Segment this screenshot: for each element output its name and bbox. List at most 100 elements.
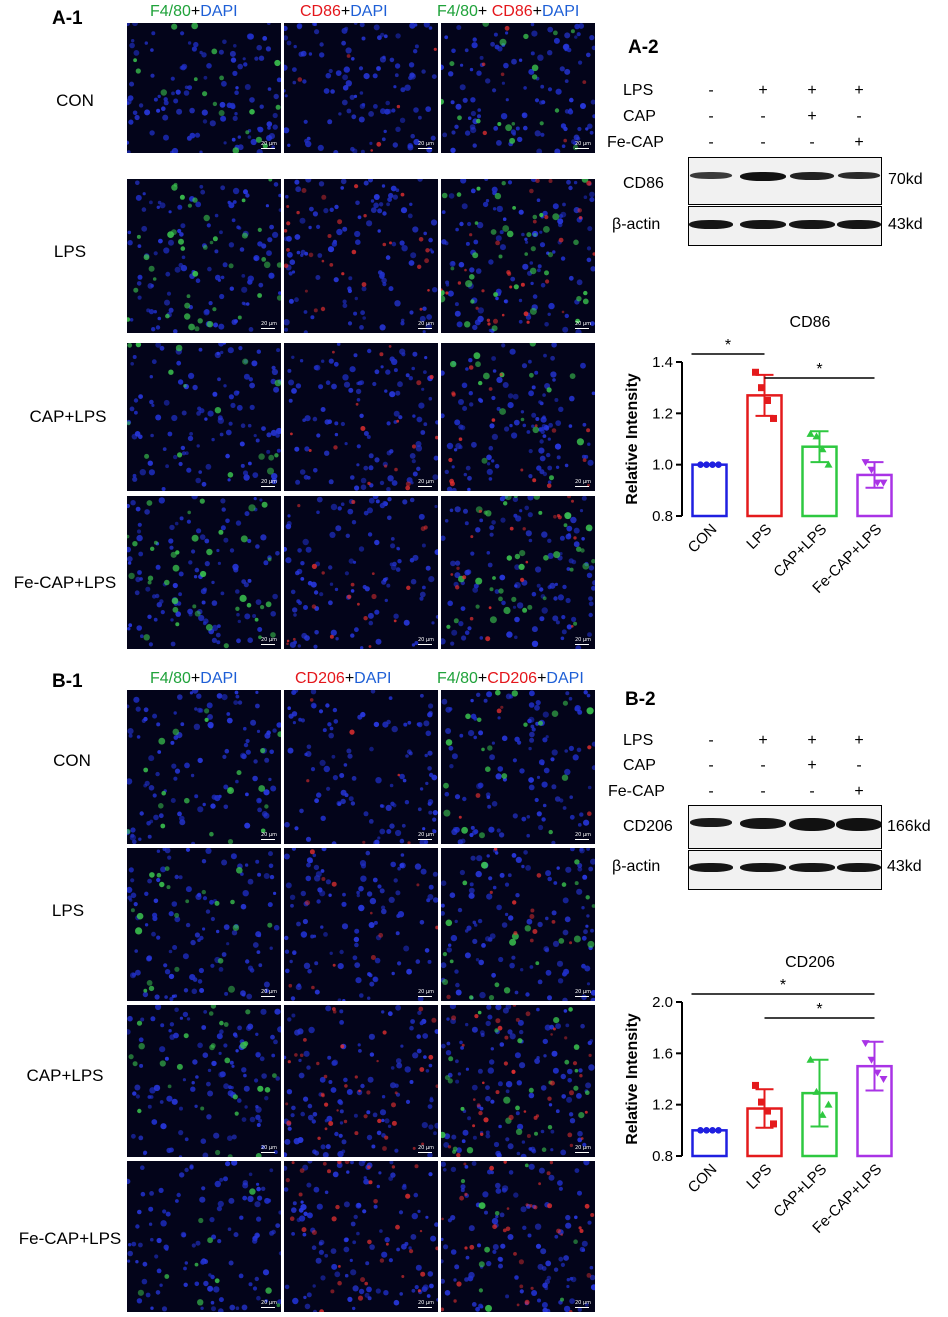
micrograph-tile: 20 μm xyxy=(441,343,595,491)
blot-label-actin-b: β-actin xyxy=(612,858,661,875)
significance-star: * xyxy=(816,1001,822,1018)
scale-bar xyxy=(575,839,589,840)
data-point xyxy=(764,397,771,404)
treatment-label-fe-cap: Fe-CAP xyxy=(607,134,664,151)
scale-bar-label: 20 μm xyxy=(417,832,434,838)
scale-bar xyxy=(261,1307,275,1308)
header-part: CD206 xyxy=(295,670,345,687)
scale-bar-label: 20 μm xyxy=(417,637,434,643)
bar-chart-cd206: CD206 0.8 1.2 1.6 2.0 Relative Intensity CON LP… xyxy=(624,954,893,1237)
data-point xyxy=(873,479,882,487)
data-point xyxy=(818,445,827,453)
scale-bar xyxy=(261,486,275,487)
micrograph-tile: 20 μm xyxy=(441,1161,595,1312)
blot-kd-70: 70kd xyxy=(888,171,923,188)
treatment-label-cap: CAP xyxy=(623,108,656,125)
scale-bar-label: 20 μm xyxy=(417,1145,434,1151)
significance-star: * xyxy=(725,337,731,354)
micrograph-tile: 20 μm xyxy=(441,1005,595,1157)
panel-label-a1: A-1 xyxy=(52,8,83,29)
data-point xyxy=(861,1040,870,1048)
scale-bar xyxy=(418,328,432,329)
micrograph-tile: 20 μm xyxy=(284,1005,438,1157)
header-part: + xyxy=(537,670,547,687)
micrograph-tile: 20 μm xyxy=(284,1161,438,1312)
scale-bar xyxy=(575,1307,589,1308)
panel-label-a2: A-2 xyxy=(628,37,659,58)
blot-band xyxy=(789,863,835,872)
y-tick-label: 0.8 xyxy=(652,508,673,525)
treatment-sign: - xyxy=(708,732,714,749)
scale-bar xyxy=(418,1152,432,1153)
micrograph-tile: 20 μm xyxy=(441,23,595,153)
scale-bar-label: 20 μm xyxy=(260,1145,277,1151)
data-point xyxy=(812,1087,821,1095)
micrograph-tile: 20 μm xyxy=(127,343,281,491)
y-axis-label: Relative Intensity xyxy=(624,1013,641,1145)
blot-band xyxy=(837,220,881,229)
bar xyxy=(691,1129,728,1158)
scale-bar-label: 20 μm xyxy=(574,637,591,643)
data-point xyxy=(697,1127,704,1134)
blot-band xyxy=(836,818,882,831)
scale-bar-label: 20 μm xyxy=(417,141,434,147)
treatment-sign: - xyxy=(708,783,714,800)
blot-label-cd206: CD206 xyxy=(623,818,673,835)
treatment-sign: - xyxy=(708,757,714,774)
data-point xyxy=(764,1107,771,1115)
data-point xyxy=(879,1076,888,1083)
data-point xyxy=(867,466,876,474)
data-point xyxy=(709,461,716,468)
data-point xyxy=(824,1100,833,1108)
header-part: DAPI xyxy=(200,3,238,20)
x-tick-label: LPS xyxy=(743,521,775,553)
treatment-label-fe-cap-b: Fe-CAP xyxy=(608,783,665,800)
blot-band xyxy=(789,818,835,831)
treatment-sign: - xyxy=(809,783,815,800)
data-point xyxy=(697,461,704,468)
header-part: + xyxy=(477,670,488,687)
data-point xyxy=(703,1127,710,1134)
row-label-fe-cap-lps-b: Fe-CAP+LPS xyxy=(18,1229,122,1248)
header-part: CD206 xyxy=(487,670,538,687)
bar-chart-cd86: CD86 0.8 1.0 1.2 1.4 Relative Intensity CON LPS… xyxy=(624,314,893,597)
blot-band xyxy=(740,863,786,872)
y-axis-label: Relative Intensity xyxy=(624,373,641,505)
scale-bar-label: 20 μm xyxy=(574,832,591,838)
scale-bar-label: 20 μm xyxy=(260,989,277,995)
data-point xyxy=(873,1069,882,1077)
micrograph-tile: 20 μm xyxy=(127,1005,281,1157)
y-tick-label: 1.0 xyxy=(652,457,673,474)
scale-bar xyxy=(418,996,432,997)
scale-bar xyxy=(575,996,589,997)
scale-bar xyxy=(261,839,275,840)
treatment-label-cap-b: CAP xyxy=(623,757,656,774)
scale-bar xyxy=(418,1307,432,1308)
blot-band xyxy=(790,172,834,180)
data-point xyxy=(752,1081,759,1089)
header-part: + xyxy=(344,670,355,687)
data-point xyxy=(703,461,710,468)
blot-band xyxy=(689,863,733,872)
treatment-sign: + xyxy=(758,82,768,99)
data-point xyxy=(715,1127,722,1134)
chart-title: CD86 xyxy=(790,314,831,331)
y-tick-label: 1.2 xyxy=(652,1097,673,1114)
scale-bar xyxy=(261,644,275,645)
data-point xyxy=(867,1056,876,1064)
x-tick-label: CON xyxy=(685,521,721,557)
data-point xyxy=(770,414,777,422)
panel-label-b1: B-1 xyxy=(52,671,83,692)
significance-star: * xyxy=(816,361,822,378)
blot-band xyxy=(740,818,786,829)
treatment-sign: - xyxy=(708,108,714,125)
data-point xyxy=(715,461,722,468)
blot-kd-43-b: 43kd xyxy=(887,858,922,875)
treatment-sign: - xyxy=(760,108,766,125)
scale-bar-label: 20 μm xyxy=(574,1300,591,1306)
header-part: DAPI xyxy=(541,3,580,20)
column-header-merge: F4/80+ CD86+DAPI xyxy=(437,3,579,21)
micrograph-tile: 20 μm xyxy=(127,179,281,333)
header-part: + xyxy=(190,3,201,20)
treatment-sign: - xyxy=(809,134,815,151)
